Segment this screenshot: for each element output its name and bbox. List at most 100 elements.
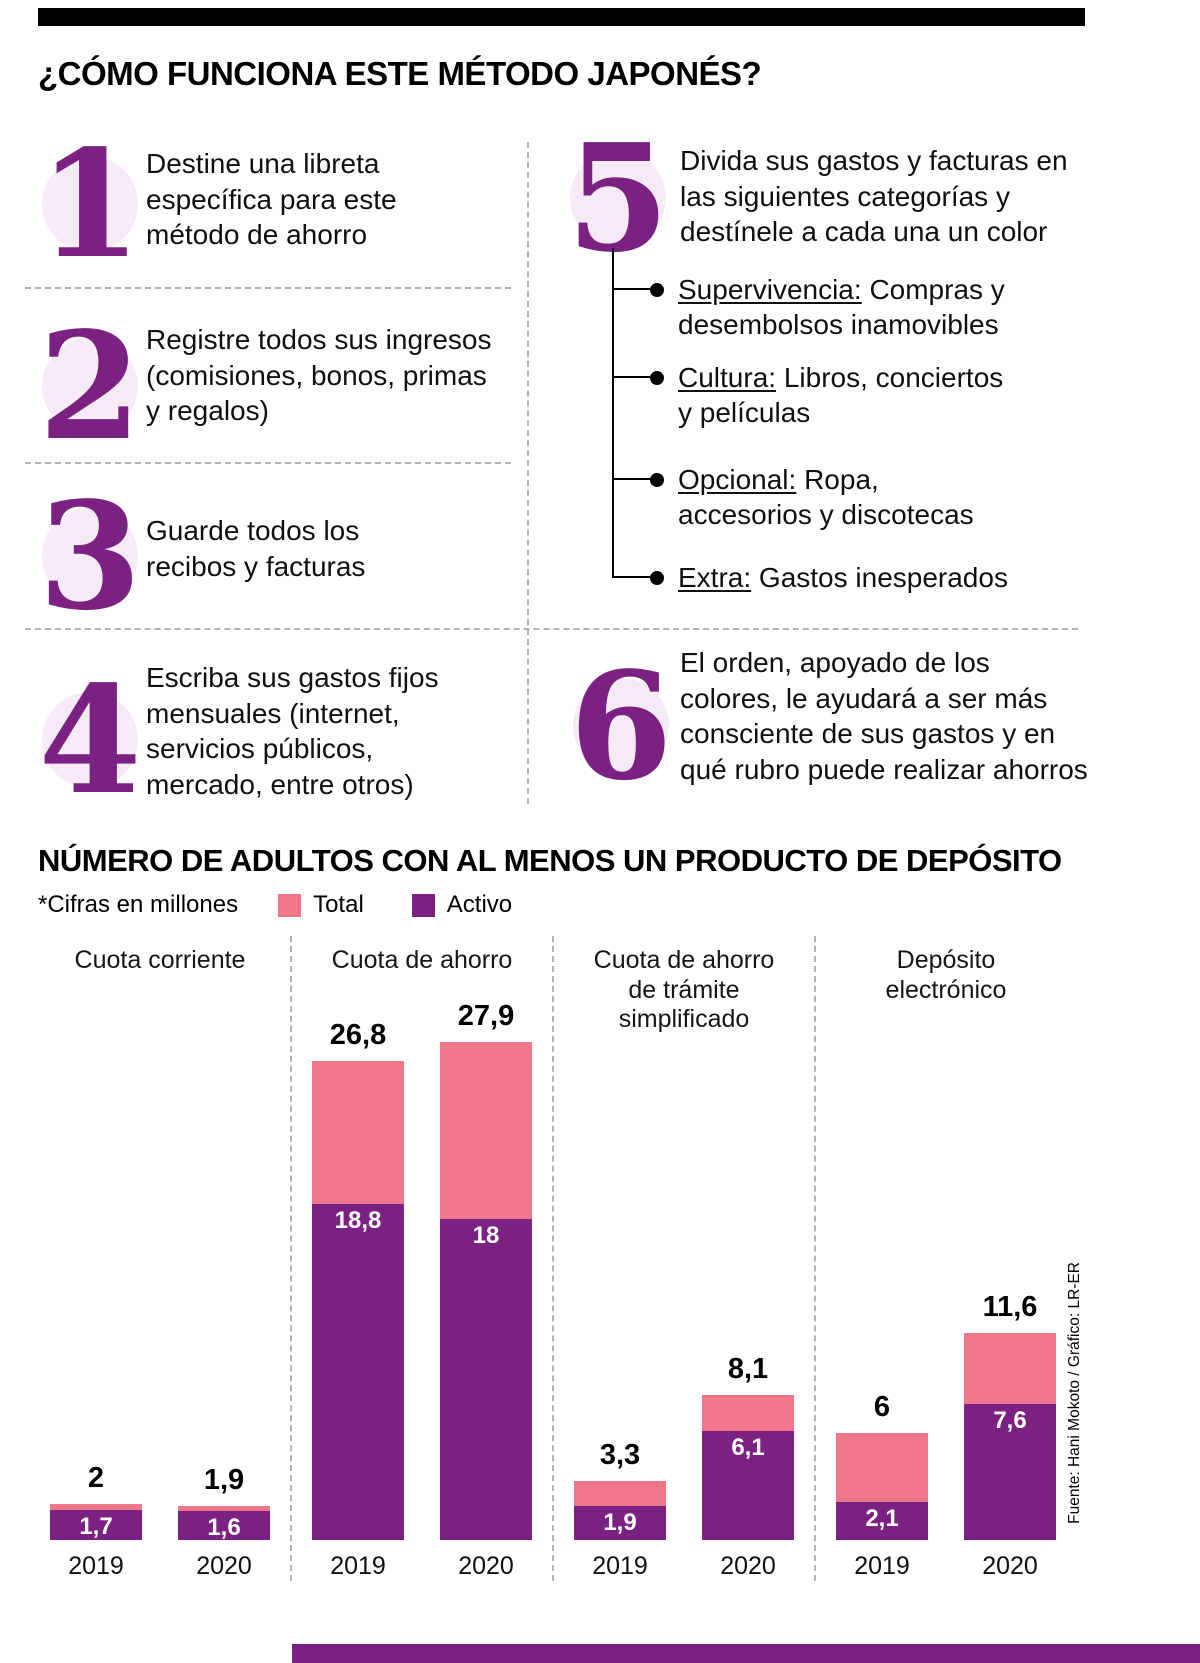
bullet-category: Opcional: (678, 464, 797, 495)
bullet-cultura: Cultura: Libros, conciertos y películas (650, 360, 1013, 430)
total-value-label: 8,1 (727, 1353, 769, 1385)
year-axis-label: 2020 (982, 1552, 1038, 1580)
connector-stub-1 (612, 288, 654, 290)
years-row: 2019 2020 (292, 1540, 552, 1581)
step-4-text: Escriba sus gastos fijos mensuales (inte… (146, 662, 439, 800)
total-value-label: 6 (873, 1391, 891, 1423)
numeral-5: 5 (566, 111, 670, 285)
bar-column: 7,6 11,6 (964, 1040, 1056, 1540)
bar-activo-segment: 1,7 (50, 1510, 142, 1540)
chart-group: Cuota de ahorro 18,8 26,8 18 27,9 2019 2020 (290, 936, 552, 1581)
year-axis-label: 2019 (592, 1552, 648, 1580)
bullet-supervivencia: Supervivencia: Compras y desembolsos ina… (650, 272, 1008, 342)
step-5-text: Divida sus gastos y facturas en las sigu… (680, 145, 1068, 248)
bar-column: 1,6 1,9 (178, 1040, 270, 1541)
chart-group: Cuota de ahorro de trámite simplificado 1… (552, 936, 814, 1581)
connector-stub-2 (612, 376, 654, 378)
bar-column: 18,8 26,8 (312, 1019, 404, 1540)
activo-value-label: 18 (472, 1222, 500, 1249)
activo-value-label: 1,7 (79, 1513, 113, 1540)
bar-activo-segment: 1,6 (178, 1511, 270, 1541)
group-category-label: Cuota de ahorro (331, 946, 513, 974)
numeral-1: 1 (38, 117, 142, 291)
bullet-text: Compras y desembolsos inamovibles (678, 274, 1005, 340)
bars-row: 1,7 2 1,6 1,9 (30, 1040, 290, 1541)
step-3-text: Guarde todos los recibos y facturas (146, 515, 366, 582)
activo-value-label: 18,8 (334, 1207, 382, 1234)
legend-swatch-activo (411, 893, 435, 917)
bars-row: 1,9 3,3 6,1 8,1 (554, 1040, 814, 1540)
chart-note: *Cifras en millones (38, 891, 239, 918)
years-row: 2019 2020 (554, 1540, 814, 1581)
vertical-column-divider (527, 142, 529, 804)
year-axis-label: 2020 (720, 1552, 776, 1580)
bullet-dot-icon (650, 371, 664, 385)
legend-swatch-total (278, 893, 302, 917)
group-category-label: Cuota corriente (74, 946, 246, 974)
step-5-connector-line (612, 248, 614, 578)
bullet-category: Supervivencia: (678, 274, 862, 305)
bullet-text: Gastos inesperados (758, 562, 1008, 593)
step-6-text: El orden, apoyado de los colores, le ayu… (680, 647, 1088, 785)
connector-stub-3 (612, 478, 654, 480)
activo-value-label: 6,1 (731, 1434, 765, 1461)
bar-activo-segment: 2,1 (836, 1502, 928, 1540)
bullet-opcional: Opcional: Ropa, accesorios y discotecas (650, 462, 1013, 532)
bar-column: 2,1 6 (836, 1040, 928, 1540)
bars-row: 2,1 6 7,6 11,6 (816, 1040, 1076, 1540)
step-2-number: 2 (39, 312, 142, 460)
bullet-text: Ropa, accesorios y discotecas (678, 464, 974, 530)
activo-value-label: 2,1 (865, 1505, 899, 1532)
top-black-bar (38, 8, 1085, 26)
bar-column: 6,1 8,1 (702, 1040, 794, 1540)
bars-row: 18,8 26,8 18 27,9 (292, 1000, 552, 1540)
activo-value-label: 1,9 (603, 1509, 637, 1536)
total-value-label: 26,8 (329, 1019, 387, 1051)
step-1-text: Destine una libreta específica para este… (146, 148, 397, 251)
total-value-label: 2 (87, 1462, 105, 1494)
connector-stub-4 (612, 576, 654, 578)
bar-column: 1,7 2 (50, 1040, 142, 1540)
page-title: ¿CÓMO FUNCIONA ESTE MÉTODO JAPONÉS? (38, 55, 762, 92)
year-axis-label: 2019 (330, 1552, 386, 1580)
bullet-extra: Extra: Gastos inesperados (650, 560, 1068, 595)
group-category-label: Depósito electrónico (885, 946, 1007, 1004)
legend-label-total: Total (313, 891, 364, 918)
step-4-number: 4 (39, 666, 142, 814)
numeral-6: 6 (569, 639, 673, 813)
years-row: 2019 2020 (816, 1540, 1076, 1581)
chart-group: Depósito electrónico 2,1 6 7,6 11,6 2019 2020 (814, 936, 1076, 1581)
divider-after-step-3 (25, 628, 1078, 630)
chart-legend: *Cifras en millones Total Activo (38, 891, 560, 919)
bullet-category: Extra: (678, 562, 752, 593)
bar-column: 1,9 3,3 (574, 1040, 666, 1540)
chart-title: NÚMERO DE ADULTOS CON AL MENOS UN PRODUC… (38, 843, 1062, 878)
bar-activo-segment: 7,6 (964, 1404, 1056, 1540)
total-value-label: 1,9 (203, 1464, 245, 1496)
divider-after-step-2 (25, 462, 511, 464)
numeral-3: 3 (38, 469, 142, 643)
bullet-dot-icon (650, 473, 664, 487)
bar-activo-segment: 18 (440, 1219, 532, 1540)
bar-column: 18 27,9 (440, 1000, 532, 1540)
source-credit: Fuente: Hani Mokoto / Gráfico: LR-ER (1066, 1262, 1083, 1524)
bar-chart: Cuota corriente 1,7 2 1,6 1,9 2019 2020 Cuota d… (30, 936, 1076, 1581)
bullet-dot-icon (650, 283, 664, 297)
year-axis-label: 2019 (854, 1552, 910, 1580)
year-axis-label: 2020 (196, 1552, 252, 1580)
bar-activo-segment: 6,1 (702, 1431, 794, 1540)
chart-group: Cuota corriente 1,7 2 1,6 1,9 2019 2020 (30, 936, 290, 1581)
step-6-number: 6 (570, 652, 673, 800)
bullet-text: Libros, conciertos y películas (678, 362, 1004, 428)
divider-after-step-1 (25, 287, 511, 289)
total-value-label: 3,3 (599, 1439, 641, 1471)
activo-value-label: 7,6 (993, 1407, 1027, 1434)
step-2-text: Registre todos sus ingresos (comisiones,… (146, 324, 492, 427)
bar-activo-segment: 1,9 (574, 1506, 666, 1540)
numeral-4: 4 (38, 653, 142, 827)
year-axis-label: 2020 (458, 1552, 514, 1580)
bullet-category: Cultura: (678, 362, 777, 393)
year-axis-label: 2019 (68, 1552, 124, 1580)
group-category-label: Cuota de ahorro de trámite simplificado (593, 946, 775, 1033)
total-value-label: 27,9 (457, 1000, 515, 1032)
